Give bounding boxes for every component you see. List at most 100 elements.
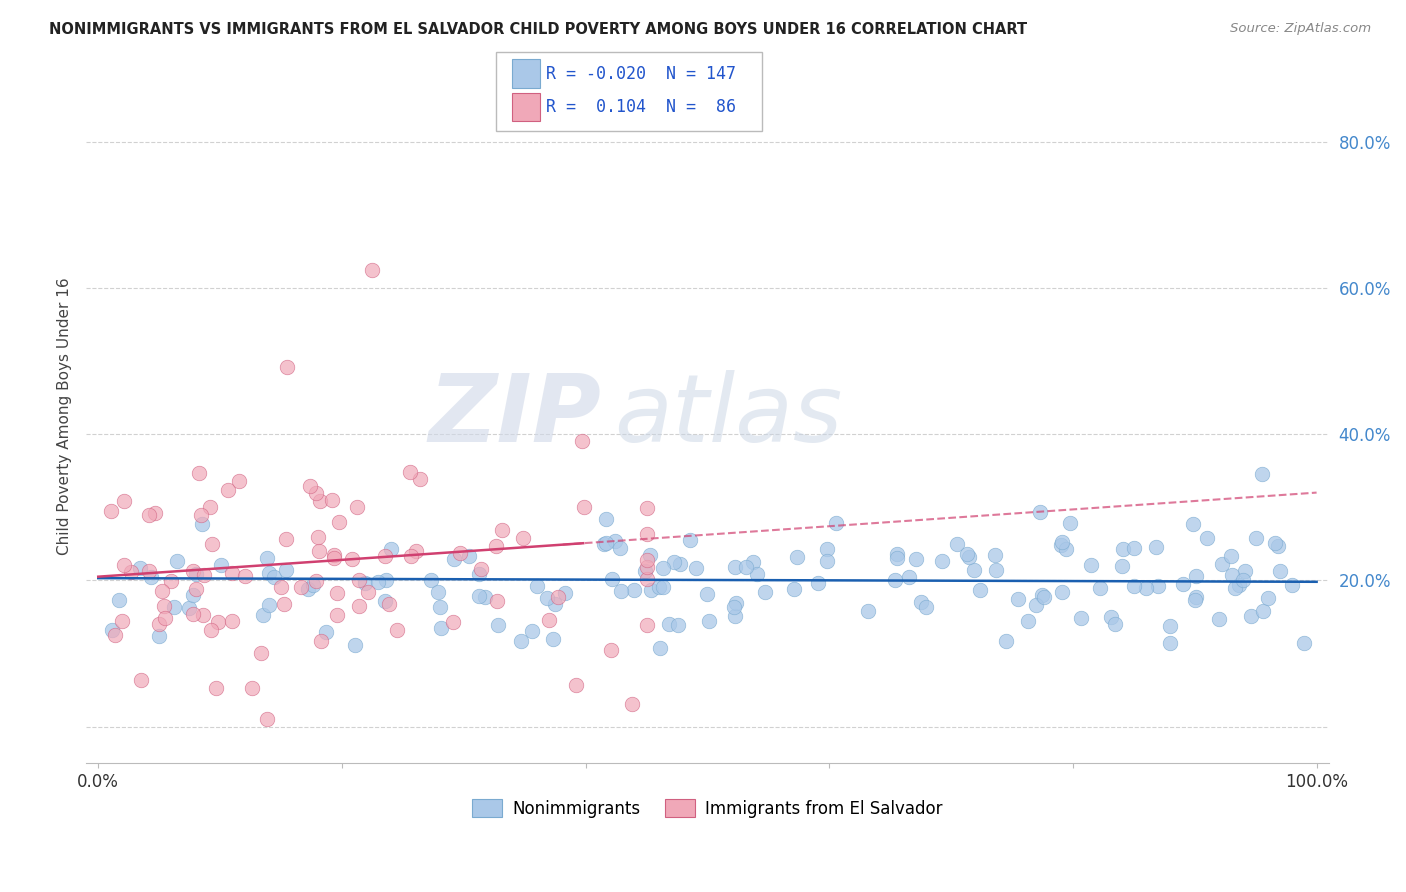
Point [815, 554, 838, 568]
Point [163, 600, 186, 615]
Point [367, 574, 389, 589]
Point [1251, 604, 1274, 618]
Point [754, 585, 776, 599]
Point [658, 617, 681, 632]
Point [825, 516, 848, 530]
Point [595, 512, 617, 526]
Point [191, 608, 214, 623]
Point [685, 561, 707, 575]
Point [1181, 516, 1204, 531]
Point [884, 573, 907, 587]
Point [1195, 531, 1218, 545]
Point [323, 550, 346, 565]
Point [610, 583, 633, 598]
Point [138, 508, 160, 523]
Point [592, 537, 614, 551]
Point [193, 567, 215, 582]
Point [898, 570, 921, 584]
Point [1220, 568, 1243, 582]
Point [1281, 578, 1303, 592]
Point [1088, 581, 1111, 595]
Point [995, 633, 1018, 648]
Point [1050, 585, 1073, 599]
Point [984, 549, 1007, 563]
Point [1099, 610, 1122, 624]
Point [474, 591, 496, 605]
Point [153, 599, 176, 614]
Point [1070, 611, 1092, 625]
Point [1028, 505, 1050, 519]
Text: R =  0.104  N =  86: R = 0.104 N = 86 [546, 98, 735, 116]
Y-axis label: Child Poverty Among Boys Under 16: Child Poverty Among Boys Under 16 [58, 277, 72, 555]
Point [485, 539, 508, 553]
Point [1159, 636, 1181, 650]
Text: R = -0.020  N = 147: R = -0.020 N = 147 [546, 64, 735, 82]
Point [786, 549, 808, 564]
Legend: Nonimmigrants, Immigrants from El Salvador: Nonimmigrants, Immigrants from El Salvad… [465, 793, 949, 824]
Point [183, 607, 205, 621]
Point [101, 623, 124, 637]
Point [302, 577, 325, 591]
Point [609, 541, 631, 555]
Point [305, 574, 328, 588]
Point [634, 565, 657, 579]
Point [299, 479, 322, 493]
Point [166, 554, 188, 568]
Point [190, 516, 212, 531]
Point [969, 583, 991, 598]
Point [276, 564, 298, 578]
Point [541, 632, 564, 647]
Point [205, 681, 228, 695]
Point [449, 546, 471, 560]
Point [1031, 589, 1053, 603]
Point [273, 597, 295, 611]
Point [297, 582, 319, 596]
Point [547, 591, 569, 605]
Point [307, 530, 329, 544]
Point [1104, 616, 1126, 631]
Point [290, 580, 312, 594]
Point [931, 554, 953, 568]
Point [256, 712, 278, 726]
Point [856, 604, 879, 618]
Point [1211, 558, 1233, 572]
Point [520, 624, 543, 638]
Point [309, 633, 332, 648]
Point [328, 515, 350, 529]
Point [509, 634, 531, 648]
Point [108, 592, 131, 607]
Point [986, 564, 1008, 578]
Point [398, 466, 420, 480]
Point [357, 584, 380, 599]
Point [1232, 573, 1254, 587]
Point [946, 537, 969, 551]
Point [200, 624, 222, 638]
Point [374, 573, 396, 587]
Point [441, 615, 464, 629]
Point [346, 500, 368, 515]
Point [956, 548, 979, 562]
Point [209, 558, 232, 572]
Point [1220, 549, 1243, 563]
Point [276, 359, 298, 374]
Point [1122, 579, 1144, 593]
Point [554, 586, 576, 600]
Point [886, 547, 908, 561]
Point [1171, 577, 1194, 591]
Point [385, 623, 408, 637]
Point [636, 501, 658, 516]
Point [120, 566, 142, 580]
Point [429, 621, 451, 635]
Point [228, 474, 250, 488]
Point [1267, 539, 1289, 553]
Point [1144, 540, 1167, 554]
Point [486, 593, 509, 607]
Point [217, 483, 239, 497]
Point [636, 617, 658, 632]
Point [526, 579, 548, 593]
Point [668, 617, 690, 632]
Point [183, 564, 205, 578]
Point [340, 552, 363, 566]
Point [650, 640, 672, 655]
Point [571, 434, 593, 449]
